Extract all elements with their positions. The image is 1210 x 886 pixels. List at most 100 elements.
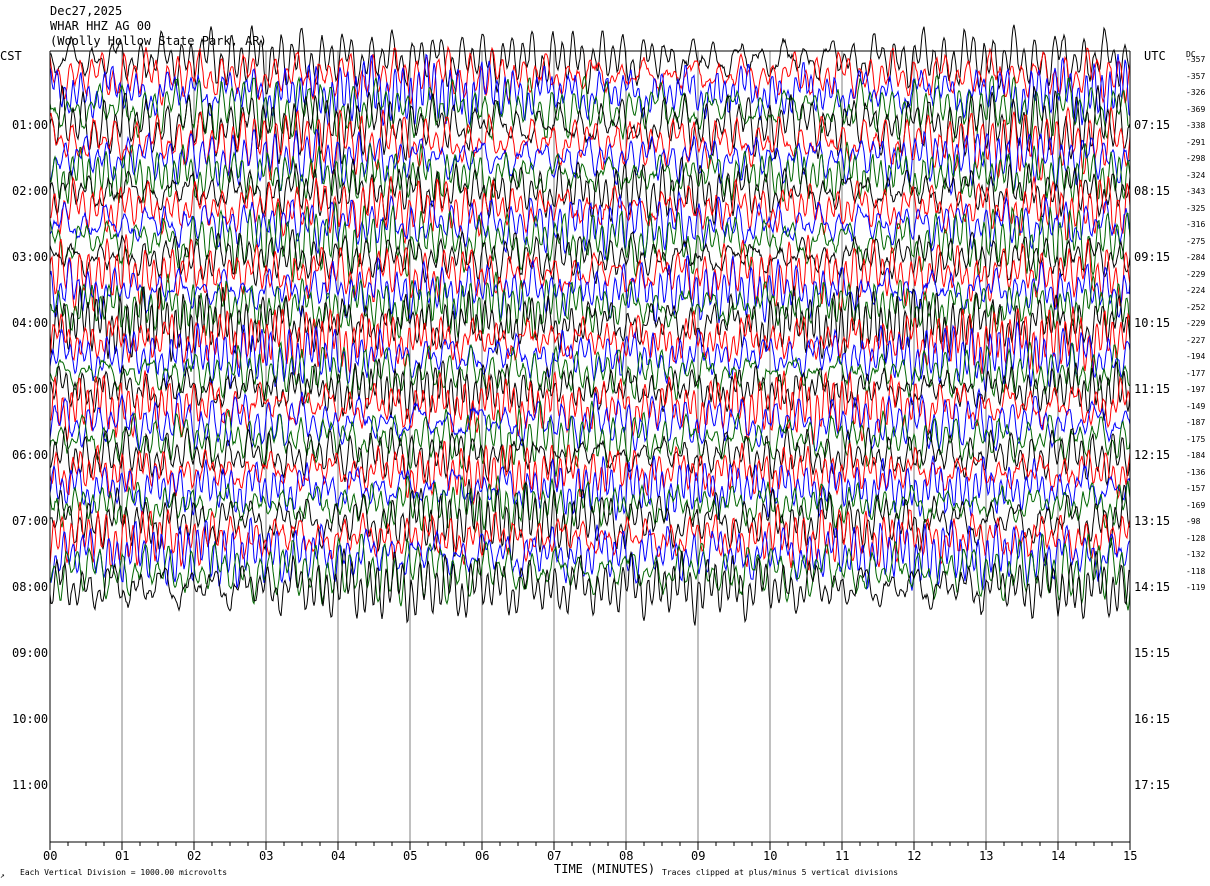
x-tick-label: 05 bbox=[403, 849, 418, 863]
trace-line bbox=[49, 285, 1131, 365]
x-tick-label: 09 bbox=[691, 849, 706, 863]
trace-line bbox=[49, 440, 1131, 506]
trace-line bbox=[49, 85, 1131, 165]
dc-offset-label: -343 bbox=[1186, 187, 1206, 196]
header-station: WHAR HHZ AG 00 bbox=[50, 19, 152, 33]
x-tick-label: 14 bbox=[1051, 849, 1066, 863]
dc-offset-label: -357 bbox=[1186, 55, 1206, 64]
right-hour-label: 14:15 bbox=[1134, 580, 1171, 594]
right-hour-label: 11:15 bbox=[1134, 382, 1171, 396]
x-tick-label: 08 bbox=[619, 849, 634, 863]
trace-line bbox=[49, 516, 1131, 591]
trace-line bbox=[49, 532, 1131, 611]
dc-offset-label: -316 bbox=[1186, 220, 1206, 229]
trace-line bbox=[49, 341, 1131, 404]
trace-line bbox=[49, 141, 1131, 204]
trace-line bbox=[49, 175, 1131, 245]
dc-offset-label: -291 bbox=[1186, 137, 1206, 147]
trace-line bbox=[49, 45, 1131, 106]
header-date: Dec27,2025 bbox=[50, 4, 123, 18]
dc-offset-label: -149 bbox=[1186, 401, 1206, 411]
dc-offset-label: -369 bbox=[1186, 104, 1206, 114]
trace-line bbox=[49, 370, 1131, 445]
x-tick-label: 13 bbox=[979, 849, 994, 863]
right-hour-label: 07:15 bbox=[1134, 118, 1171, 132]
dc-offset-label: -229 bbox=[1186, 319, 1206, 328]
dc-offset-label: -184 bbox=[1186, 451, 1206, 460]
left-hour-label: 06:00 bbox=[12, 448, 49, 462]
x-tick-label: 07 bbox=[547, 849, 562, 863]
trace-line bbox=[49, 53, 1131, 128]
x-tick-label: 06 bbox=[475, 849, 490, 863]
x-tick-label: 00 bbox=[43, 849, 58, 863]
left-hour-label: 11:00 bbox=[12, 778, 49, 792]
trace-line bbox=[49, 400, 1131, 477]
left-hour-label: 07:00 bbox=[12, 514, 49, 528]
dc-offset-label: -197 bbox=[1186, 385, 1206, 394]
dc-offset-label: -177 bbox=[1186, 368, 1206, 378]
footer-left: Each Vertical Division = 1000.00 microvo… bbox=[20, 868, 228, 877]
dc-offset-label: -98 bbox=[1186, 517, 1201, 526]
dc-offset-label: -338 bbox=[1186, 121, 1206, 130]
x-axis-label: TIME (MINUTES) bbox=[554, 862, 656, 876]
right-hour-label: 09:15 bbox=[1134, 250, 1171, 264]
trace-line bbox=[49, 229, 1131, 287]
trace-line bbox=[49, 475, 1131, 533]
trace-line bbox=[49, 320, 1131, 392]
trace-line bbox=[49, 271, 1131, 340]
x-tick-label: 11 bbox=[835, 849, 850, 863]
right-axis-label: UTC bbox=[1144, 49, 1166, 63]
scale-icon: ↗ bbox=[0, 871, 5, 880]
left-hour-label: 01:00 bbox=[12, 118, 49, 132]
x-tick-label: 10 bbox=[763, 849, 778, 863]
right-hour-label: 16:15 bbox=[1134, 712, 1171, 726]
trace-line bbox=[49, 190, 1131, 260]
trace-line bbox=[49, 455, 1131, 521]
x-tick-label: 02 bbox=[187, 849, 202, 863]
right-hour-label: 17:15 bbox=[1134, 778, 1171, 792]
dc-offset-label: -229 bbox=[1186, 269, 1206, 279]
seismic-traces bbox=[49, 24, 1131, 626]
dc-offset-label: -324 bbox=[1186, 170, 1206, 180]
right-hour-label: 10:15 bbox=[1134, 316, 1171, 330]
x-tick-label: 03 bbox=[259, 849, 274, 863]
left-axis-label: CST bbox=[0, 49, 22, 63]
dc-offset-label: -325 bbox=[1186, 203, 1206, 213]
left-hour-label: 08:00 bbox=[12, 580, 49, 594]
dc-offset-label: -275 bbox=[1186, 236, 1206, 246]
dc-offset-label: -252 bbox=[1186, 302, 1206, 312]
trace-line bbox=[49, 254, 1131, 325]
dc-offset-label: -128 bbox=[1186, 533, 1206, 543]
dc-offset-label: -119 bbox=[1186, 583, 1206, 592]
dc-offset-label: -157 bbox=[1186, 484, 1206, 493]
dc-offset-label: -284 bbox=[1186, 253, 1206, 262]
right-hour-label: 12:15 bbox=[1134, 448, 1171, 462]
x-tick-label: 04 bbox=[331, 849, 346, 863]
dc-offset-label: -169 bbox=[1186, 500, 1206, 510]
left-hour-label: 09:00 bbox=[12, 646, 49, 660]
dc-offset-label: -187 bbox=[1186, 418, 1206, 427]
trace-line bbox=[49, 74, 1131, 144]
trace-line bbox=[49, 548, 1131, 626]
dc-offset-label: -326 bbox=[1186, 88, 1206, 97]
x-tick-label: 01 bbox=[115, 849, 130, 863]
trace-line bbox=[49, 234, 1131, 313]
right-hour-label: 13:15 bbox=[1134, 514, 1171, 528]
left-hour-label: 02:00 bbox=[12, 184, 49, 198]
left-hour-label: 04:00 bbox=[12, 316, 49, 330]
dc-offset-label: -227 bbox=[1186, 335, 1206, 345]
dc-offset-label: -132 bbox=[1186, 550, 1206, 559]
dc-offset-label: -175 bbox=[1186, 434, 1206, 444]
trace-line bbox=[49, 24, 1131, 95]
trace-line bbox=[49, 425, 1131, 487]
trace-line bbox=[49, 358, 1131, 421]
x-tick-label: 12 bbox=[907, 849, 922, 863]
footer-right: Traces clipped at plus/minus 5 vertical … bbox=[662, 868, 899, 877]
right-hour-label: 08:15 bbox=[1134, 184, 1171, 198]
trace-line bbox=[49, 201, 1131, 285]
left-hour-label: 05:00 bbox=[12, 382, 49, 396]
dc-offset-label: -118 bbox=[1186, 566, 1206, 576]
x-tick-label: 15 bbox=[1123, 849, 1138, 863]
trace-line bbox=[49, 306, 1131, 375]
